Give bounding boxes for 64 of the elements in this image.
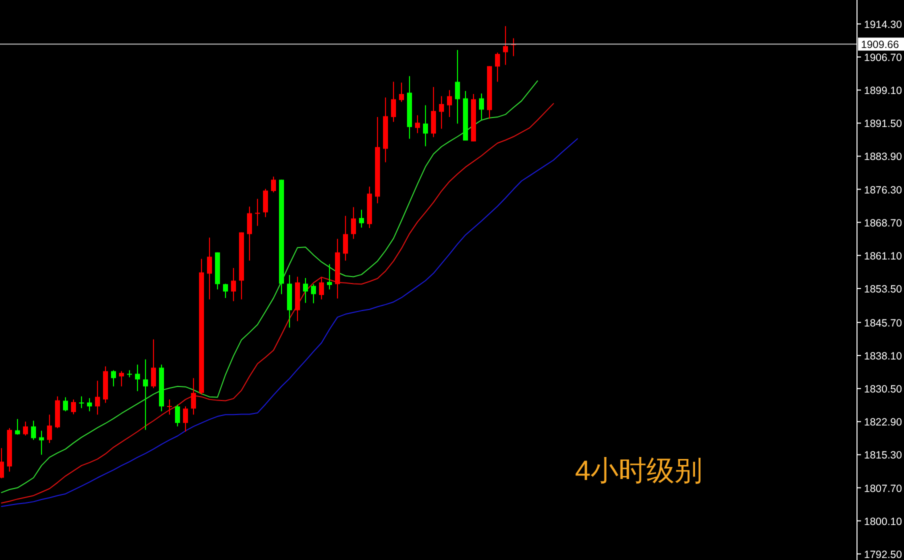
ref-line-label: 1909.66 xyxy=(861,39,900,52)
candlestick xyxy=(31,420,36,440)
candlestick xyxy=(79,396,84,409)
candlestick xyxy=(207,237,212,300)
candlestick xyxy=(247,206,252,262)
candlestick xyxy=(271,176,276,193)
y-tick-label: 1883.90 xyxy=(864,151,902,164)
candlestick xyxy=(223,283,228,299)
candlestick xyxy=(319,277,324,300)
candlestick xyxy=(359,209,364,228)
candlestick xyxy=(351,206,356,240)
candlestick xyxy=(71,398,76,415)
y-tick-label: 1845.70 xyxy=(864,317,902,330)
y-tick-label: 1899.10 xyxy=(864,85,902,98)
candlestick xyxy=(327,264,332,290)
candlestick xyxy=(263,188,268,218)
candlestick xyxy=(479,93,484,120)
candlestick xyxy=(167,398,172,416)
candlestick xyxy=(431,86,436,138)
y-tick-label: 1792.50 xyxy=(864,548,902,560)
candlestick xyxy=(439,96,444,130)
candlestick xyxy=(119,370,124,387)
candlestick xyxy=(495,52,500,82)
y-tick-label: 1838.10 xyxy=(864,350,902,362)
candlestick xyxy=(0,448,4,479)
y-tick-label: 1822.90 xyxy=(864,416,902,429)
candlestick xyxy=(343,215,348,262)
candlestick xyxy=(455,50,460,124)
y-tick-label: 1815.30 xyxy=(864,450,902,462)
candlestick xyxy=(231,268,236,302)
candlestick xyxy=(111,370,116,387)
candlestick xyxy=(87,398,92,412)
candlestick xyxy=(391,81,396,122)
candlestick xyxy=(95,380,100,416)
y-tick-label: 1800.10 xyxy=(864,516,902,528)
candlestick xyxy=(415,114,420,134)
y-tick-label: 1906.70 xyxy=(864,52,902,64)
y-tick-label: 1861.10 xyxy=(864,250,902,262)
candlestick xyxy=(175,404,180,427)
y-tick-label: 1853.50 xyxy=(864,283,902,296)
y-tick-label: 1830.50 xyxy=(864,384,902,396)
candlestick xyxy=(399,82,404,102)
candlestick xyxy=(447,90,452,118)
candlestick xyxy=(151,338,156,389)
candlestick xyxy=(303,278,308,304)
candlestick xyxy=(63,396,68,412)
y-tick-label: 1876.30 xyxy=(864,184,902,196)
candlestick xyxy=(143,358,148,430)
y-tick-label: 1914.30 xyxy=(864,18,902,31)
y-tick-label: 1868.70 xyxy=(864,217,902,230)
candlestick xyxy=(39,430,44,456)
candlestick xyxy=(135,364,140,392)
candlestick xyxy=(191,378,196,416)
y-tick-label: 1807.70 xyxy=(864,482,902,495)
candlestick xyxy=(311,284,316,304)
annotation: 4小时级别 xyxy=(575,455,703,486)
candlestick xyxy=(15,418,20,436)
candlestick xyxy=(255,198,260,226)
candlestick xyxy=(23,421,28,436)
candlestick xyxy=(503,26,508,66)
candlestick xyxy=(183,406,188,432)
candlestick xyxy=(423,104,428,147)
y-tick-label: 1891.50 xyxy=(864,118,902,130)
candlestick xyxy=(47,414,52,444)
